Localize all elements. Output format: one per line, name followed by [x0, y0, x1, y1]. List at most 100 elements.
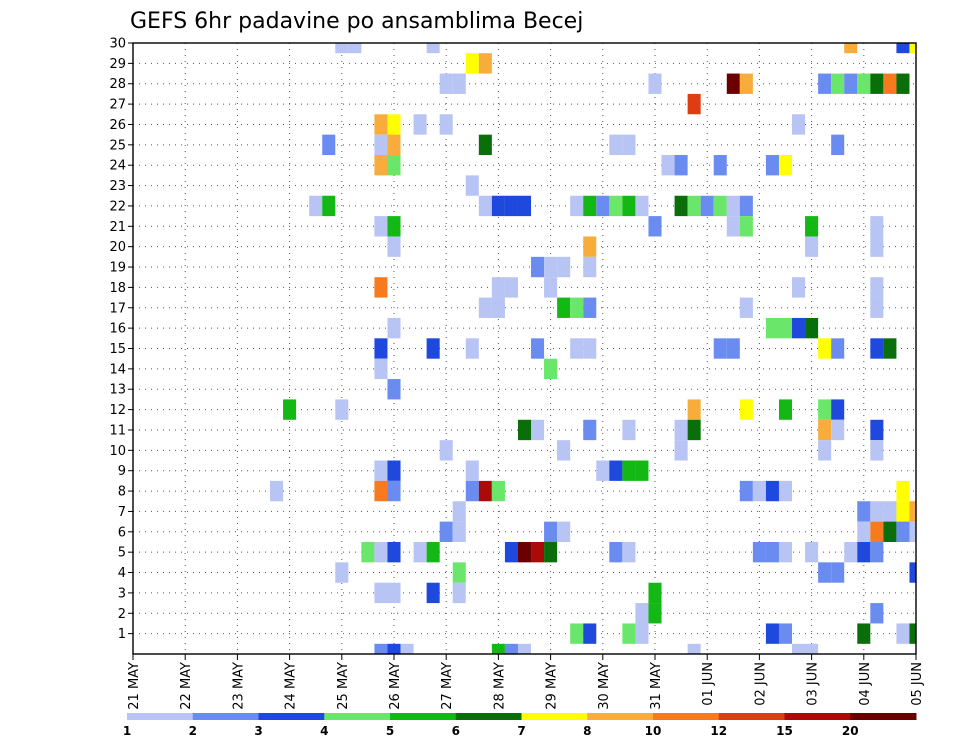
data-cell [544, 541, 558, 563]
data-cell [622, 134, 636, 156]
colorbar-label: 4 [320, 724, 328, 738]
data-cell [896, 501, 910, 522]
data-cell [648, 216, 662, 237]
data-cell [439, 73, 453, 94]
x-tick-label: 25 MAY [336, 662, 351, 710]
y-tick-label: 2 [118, 607, 126, 622]
x-tick-label: 23 MAY [231, 662, 246, 710]
data-cell [739, 216, 753, 237]
data-cell [792, 643, 806, 654]
data-cell [805, 643, 819, 654]
data-cell [739, 73, 753, 94]
data-cell [622, 460, 636, 481]
y-tick-label: 13 [109, 383, 126, 398]
data-cell [857, 501, 871, 522]
data-cell [831, 419, 845, 441]
data-cell [778, 541, 793, 563]
data-cell [387, 643, 401, 654]
y-tick-label: 12 [109, 403, 126, 418]
x-tick-label: 29 MAY [545, 662, 560, 710]
colorbar-label: 15 [776, 724, 793, 738]
data-cell [570, 195, 584, 217]
y-tick-label: 8 [118, 485, 126, 500]
data-cell [544, 521, 558, 542]
colorbar-label: 2 [189, 724, 197, 738]
data-cell [792, 114, 806, 135]
y-tick-label: 27 [109, 98, 126, 113]
data-cell [831, 134, 845, 156]
data-cell [674, 440, 688, 461]
y-tick-label: 4 [118, 566, 126, 581]
data-cell [752, 541, 766, 563]
y-tick-label: 15 [109, 342, 126, 357]
data-cell [831, 73, 845, 94]
y-tick-label: 11 [109, 423, 126, 438]
data-cell [374, 643, 388, 654]
y-tick-label: 14 [109, 362, 126, 377]
data-cell [687, 399, 701, 420]
colorbar-swatch [653, 713, 720, 720]
data-cell [387, 460, 401, 481]
x-tick-label: 26 MAY [388, 662, 403, 710]
x-tick-label: 28 MAY [492, 662, 507, 710]
colorbar-label: 20 [842, 724, 859, 738]
data-cell [583, 297, 597, 318]
x-tick-label: 31 MAY [649, 662, 664, 710]
data-cell [335, 399, 349, 420]
data-cell [844, 43, 858, 54]
data-cell [870, 277, 884, 298]
y-tick-label: 20 [109, 240, 126, 255]
colorbar-label: 1 [123, 724, 131, 738]
y-tick-label: 21 [109, 220, 126, 235]
data-cell [765, 541, 779, 563]
data-cell [387, 480, 401, 502]
data-cell [726, 195, 740, 217]
colorbar-swatch [258, 713, 325, 720]
data-cell [739, 297, 753, 318]
data-cell [883, 521, 897, 542]
data-cell [426, 541, 440, 563]
y-tick-label: 24 [109, 159, 126, 174]
data-cell [596, 195, 610, 217]
data-cell [400, 643, 414, 654]
data-cell [504, 643, 518, 654]
data-cell [648, 603, 662, 624]
data-cell [687, 419, 701, 441]
data-cell [831, 399, 845, 420]
data-cell [439, 521, 453, 542]
colorbar-swatch [784, 713, 851, 720]
data-cell [387, 114, 401, 135]
data-cell [661, 155, 675, 176]
data-cell [570, 623, 584, 644]
data-cell [635, 195, 649, 217]
y-tick-label: 3 [118, 586, 126, 601]
data-cell [609, 195, 623, 217]
colorbar-swatch [850, 713, 917, 720]
data-cell [765, 480, 779, 502]
y-tick-label: 16 [109, 322, 126, 337]
data-cell [452, 562, 466, 583]
data-cell [361, 541, 375, 563]
data-cell [870, 440, 884, 461]
data-cell [909, 562, 916, 583]
y-tick-label: 1 [118, 627, 126, 642]
colorbar-label: 8 [583, 724, 591, 738]
y-tick-label: 6 [118, 525, 126, 540]
y-tick-label: 7 [118, 505, 126, 520]
data-cell [583, 338, 597, 359]
y-tick-label: 5 [118, 546, 126, 561]
data-cell [896, 623, 910, 644]
y-tick-labels: 1234567891011121314151617181920212223242… [109, 37, 133, 642]
colorbar-label: 10 [645, 724, 662, 738]
data-cell [622, 419, 636, 441]
data-cell [857, 623, 871, 644]
colorbar-swatch [324, 713, 391, 720]
chart-title: GEFS 6hr padavine po ansamblima Becej [130, 9, 583, 34]
data-cell [648, 73, 662, 94]
x-tick-label: 02 JUN [753, 662, 768, 706]
data-cell [792, 277, 806, 298]
data-cell [818, 399, 832, 420]
data-cell [752, 480, 766, 502]
data-cell [387, 379, 401, 400]
data-cell [531, 419, 545, 441]
